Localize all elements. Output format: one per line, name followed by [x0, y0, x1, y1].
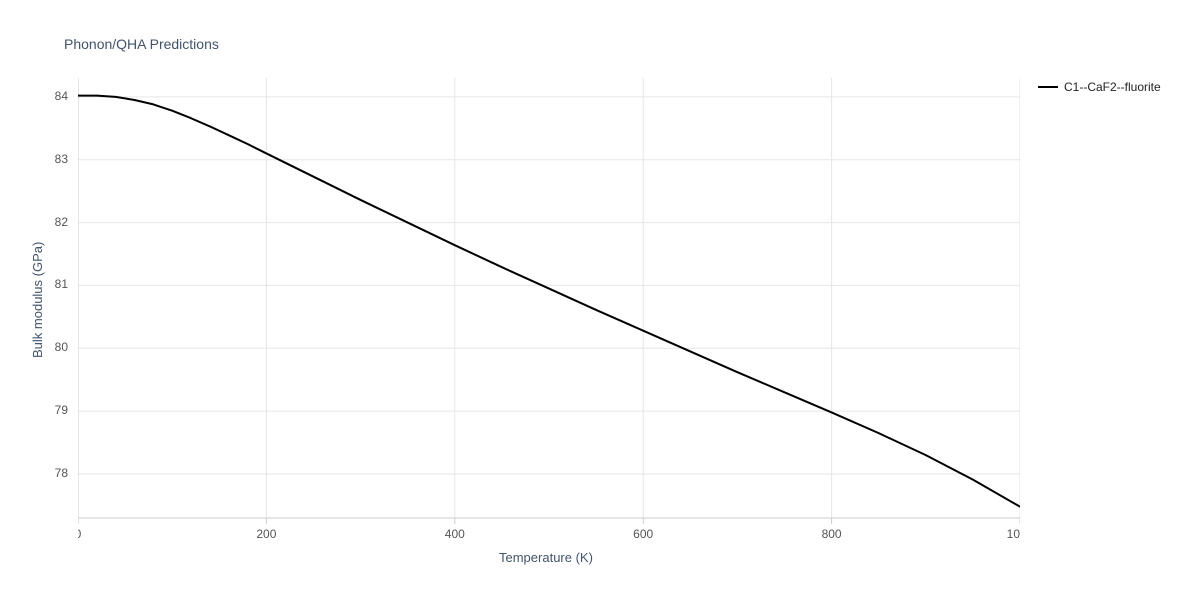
- y-tick-label: 81: [55, 277, 68, 291]
- y-tick-label: 82: [55, 215, 68, 229]
- legend-line-icon: [1038, 86, 1058, 88]
- y-tick-label: 80: [55, 340, 68, 354]
- chart-container: { "chart": { "type": "line", "title": "P…: [0, 0, 1200, 600]
- y-tick-label: 78: [55, 466, 68, 480]
- svg-text:200: 200: [256, 527, 276, 541]
- svg-text:800: 800: [822, 527, 842, 541]
- svg-text:400: 400: [445, 527, 465, 541]
- legend[interactable]: C1--CaF2--fluorite: [1038, 80, 1161, 94]
- y-tick-label: 84: [55, 89, 68, 103]
- series-line[interactable]: [78, 96, 1020, 507]
- y-tick-label: 83: [55, 152, 68, 166]
- svg-text:0: 0: [78, 527, 82, 541]
- x-axis-label: Temperature (K): [499, 550, 593, 565]
- y-axis-label: Bulk modulus (GPa): [30, 242, 45, 358]
- svg-text:1000: 1000: [1007, 527, 1020, 541]
- plot-area[interactable]: 0 200 400 600 800 1000: [78, 78, 1020, 548]
- legend-series-label: C1--CaF2--fluorite: [1064, 80, 1161, 94]
- chart-title: Phonon/QHA Predictions: [64, 36, 219, 52]
- svg-text:600: 600: [633, 527, 653, 541]
- y-tick-label: 79: [55, 403, 68, 417]
